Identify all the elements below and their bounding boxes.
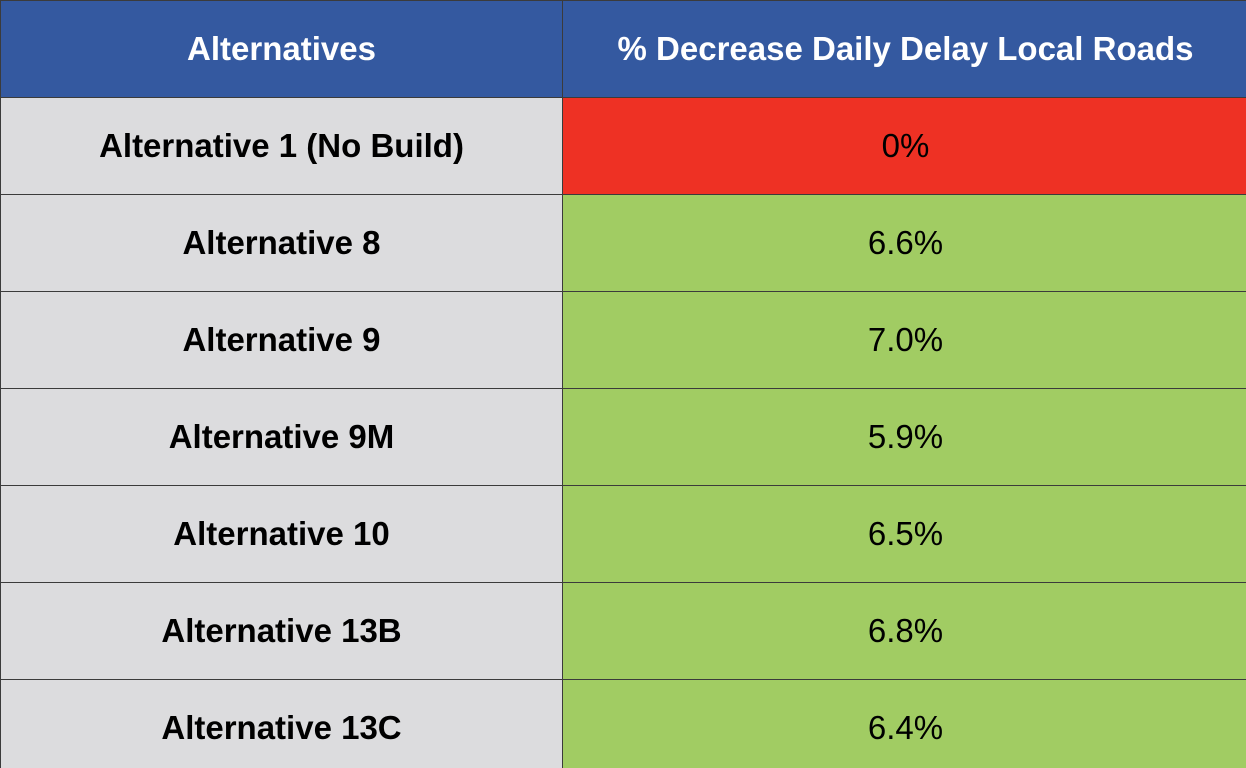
row-label: Alternative 13B xyxy=(1,583,562,679)
row-label: Alternative 10 xyxy=(1,486,562,582)
row-label: Alternative 9M xyxy=(1,389,562,485)
row-value: 5.9% xyxy=(563,389,1246,485)
row-value: 0% xyxy=(563,98,1246,194)
header-percent-decrease: % Decrease Daily Delay Local Roads xyxy=(563,1,1246,97)
row-value: 6.4% xyxy=(563,680,1246,768)
row-label: Alternative 1 (No Build) xyxy=(1,98,562,194)
row-value: 6.5% xyxy=(563,486,1246,582)
row-label: Alternative 8 xyxy=(1,195,562,291)
row-label: Alternative 9 xyxy=(1,292,562,388)
row-value: 7.0% xyxy=(563,292,1246,388)
row-value: 6.6% xyxy=(563,195,1246,291)
row-label: Alternative 13C xyxy=(1,680,562,768)
header-alternatives: Alternatives xyxy=(1,1,562,97)
row-value: 6.8% xyxy=(563,583,1246,679)
